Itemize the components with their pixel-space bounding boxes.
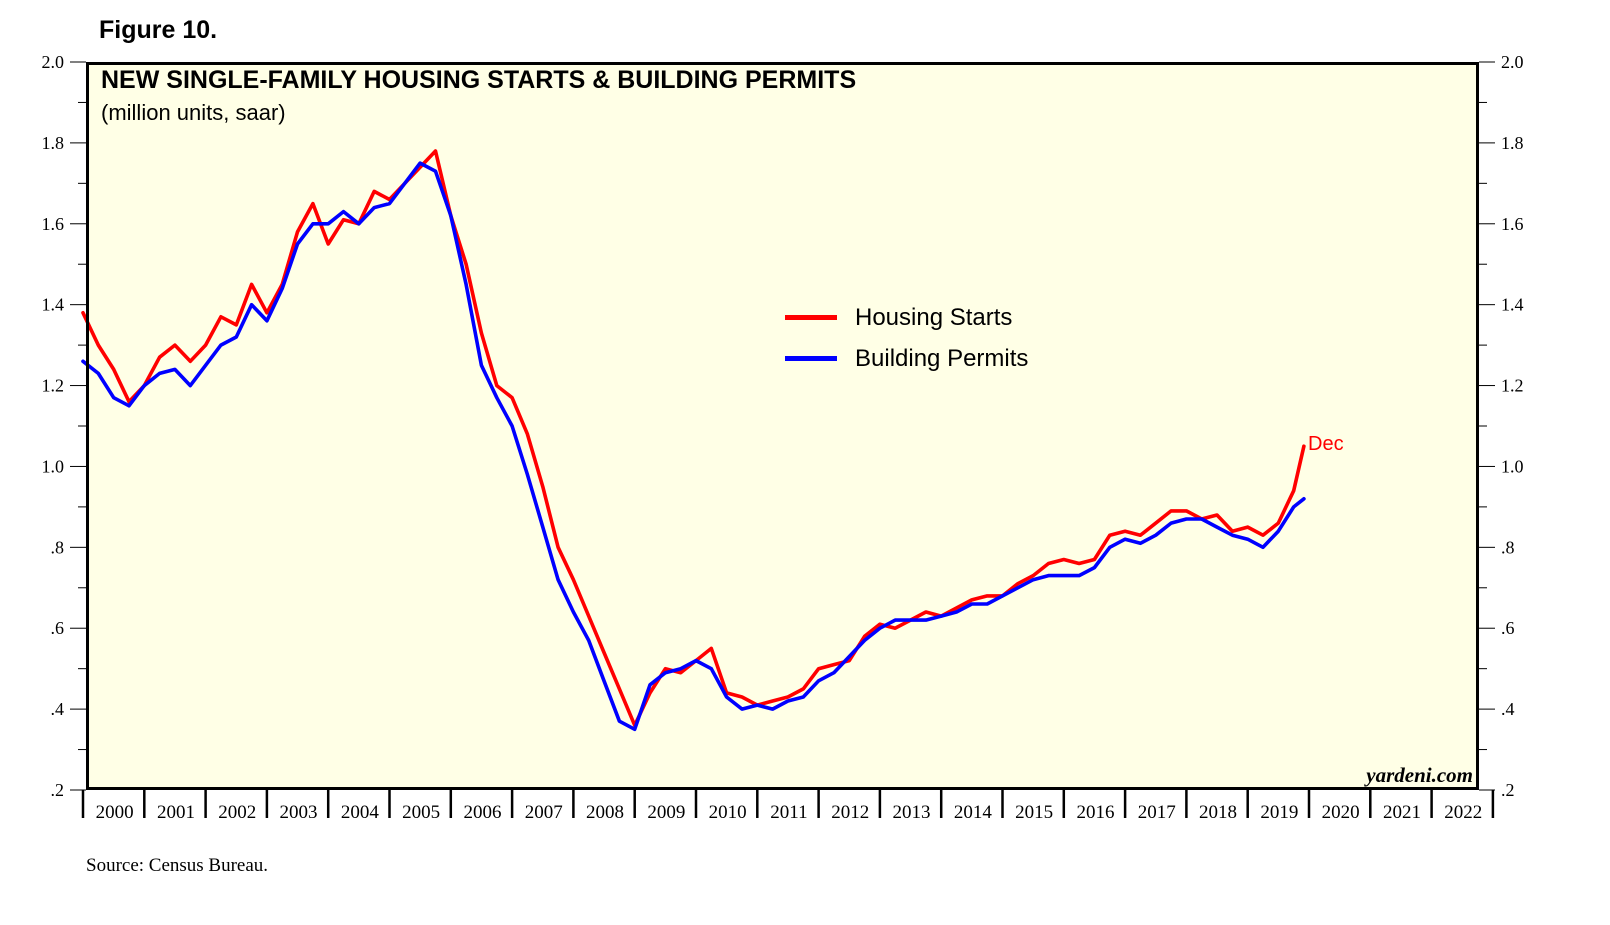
x-tick-label: 2015 — [1015, 802, 1053, 823]
source-note: Source: Census Bureau. — [86, 855, 269, 876]
x-tick-label: 2009 — [647, 802, 685, 823]
annotation-dec: Dec — [1308, 433, 1344, 455]
y-tick-label-right: 1.8 — [1501, 133, 1524, 153]
y-tick-label-right: 2.0 — [1501, 52, 1524, 72]
x-tick-label: 2018 — [1199, 802, 1237, 823]
legend-label-building-permits: Building Permits — [855, 344, 1029, 372]
x-tick-label: 2010 — [709, 802, 747, 823]
y-tick-label-left: 1.4 — [42, 295, 65, 315]
watermark: yardeni.com — [1366, 763, 1473, 787]
y-tick-label-right: 1.2 — [1501, 376, 1524, 396]
x-tick-label: 2020 — [1322, 802, 1360, 823]
legend-item-building-permits: Building Permits — [785, 338, 1028, 379]
x-tick-label: 2004 — [341, 802, 380, 823]
y-tick-label-left: 1.2 — [42, 376, 65, 396]
legend-item-housing-starts: Housing Starts — [785, 297, 1028, 338]
y-tick-label-left: 1.0 — [42, 456, 65, 476]
x-tick-label: 2007 — [525, 802, 563, 823]
y-tick-label-right: .2 — [1501, 780, 1515, 800]
y-tick-label-left: 1.8 — [42, 133, 65, 153]
y-tick-label-right: 1.0 — [1501, 456, 1524, 476]
x-tick-label: 2019 — [1260, 802, 1298, 823]
x-tick-label: 2022 — [1444, 802, 1482, 823]
x-tick-label: 2021 — [1383, 802, 1421, 823]
x-tick-label: 2011 — [770, 802, 807, 823]
y-tick-label-left: .6 — [51, 618, 65, 638]
figure-label: Figure 10. — [99, 16, 218, 44]
x-tick-label: 2002 — [218, 802, 256, 823]
y-tick-label-left: .2 — [51, 780, 65, 800]
x-tick-label: 2000 — [96, 802, 134, 823]
y-tick-label-right: 1.4 — [1501, 295, 1524, 315]
x-tick-label: 2016 — [1076, 802, 1114, 823]
chart-title: NEW SINGLE-FAMILY HOUSING STARTS & BUILD… — [101, 66, 857, 94]
y-tick-label-left: 1.6 — [42, 214, 65, 234]
x-tick-label: 2012 — [831, 802, 869, 823]
series-line-building-permits — [81, 161, 1306, 732]
y-tick-label-right: .6 — [1501, 618, 1515, 638]
legend: Housing Starts Building Permits — [785, 297, 1028, 379]
x-tick-label: 2003 — [280, 802, 318, 823]
x-tick-label: 2005 — [402, 802, 440, 823]
y-tick-label-right: .4 — [1501, 699, 1515, 719]
x-tick-label: 2001 — [157, 802, 195, 823]
x-tick-label: 2014 — [954, 802, 993, 823]
x-tick-label: 2017 — [1138, 802, 1176, 823]
series-line-housing-starts — [81, 149, 1306, 728]
chart-subtitle: (million units, saar) — [101, 100, 286, 125]
legend-swatch-housing-starts — [785, 315, 837, 320]
x-tick-label: 2008 — [586, 802, 624, 823]
plot-area — [86, 62, 1479, 790]
legend-swatch-building-permits — [785, 356, 837, 361]
plot-border — [86, 62, 1479, 790]
legend-label-housing-starts: Housing Starts — [855, 303, 1013, 331]
y-tick-label-right: .8 — [1501, 537, 1515, 557]
x-tick-label: 2006 — [463, 802, 501, 823]
y-tick-label-right: 1.6 — [1501, 214, 1524, 234]
y-tick-label-left: .8 — [51, 537, 65, 557]
y-tick-label-left: .4 — [51, 699, 65, 719]
x-tick-label: 2013 — [893, 802, 931, 823]
y-tick-label-left: 2.0 — [42, 52, 65, 72]
